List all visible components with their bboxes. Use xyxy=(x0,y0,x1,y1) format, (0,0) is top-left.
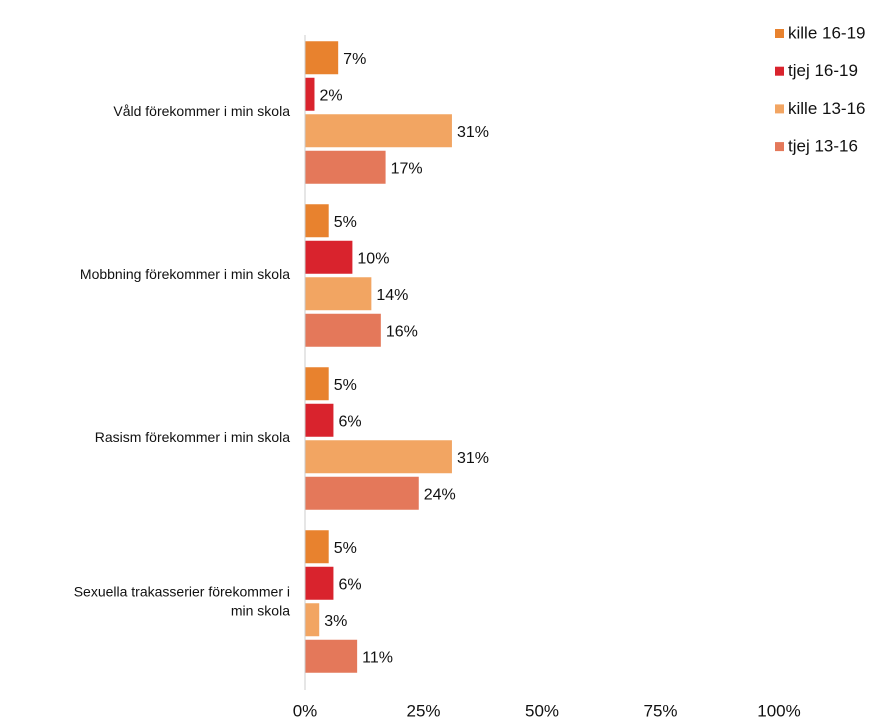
value-label: 31% xyxy=(457,124,489,141)
x-tick-label: 0% xyxy=(293,701,318,719)
value-label: 14% xyxy=(376,287,408,304)
value-label: 11% xyxy=(362,649,393,666)
bar xyxy=(305,277,372,311)
bar xyxy=(305,150,386,184)
bar xyxy=(305,313,381,347)
bar xyxy=(305,403,334,437)
bar xyxy=(305,476,419,510)
value-label: 17% xyxy=(391,160,423,177)
bar xyxy=(305,566,334,600)
value-label: 6% xyxy=(338,576,361,593)
bar xyxy=(305,440,452,474)
x-tick-label: 75% xyxy=(643,701,677,719)
legend-marker xyxy=(775,142,784,152)
bar xyxy=(305,603,320,637)
value-label: 3% xyxy=(324,613,347,630)
value-label: 16% xyxy=(386,323,418,340)
legend-marker xyxy=(775,66,784,76)
x-tick-label: 25% xyxy=(406,701,440,719)
bar xyxy=(305,41,339,75)
category-label: Våld förekommer i min skola xyxy=(113,103,290,119)
x-tick-label: 50% xyxy=(525,701,559,719)
category-label: Rasism förekommer i min skola xyxy=(95,429,290,445)
bar xyxy=(305,367,329,401)
legend-marker xyxy=(775,104,784,114)
value-label: 31% xyxy=(457,450,489,467)
value-label: 5% xyxy=(334,214,357,231)
category-label: Sexuella trakasserier förekommer i min sk… xyxy=(74,583,291,618)
value-label: 2% xyxy=(319,87,342,104)
value-label: 6% xyxy=(338,413,361,430)
bar xyxy=(305,204,329,238)
category-label: Mobbning förekommer i min skola xyxy=(80,266,290,282)
bar xyxy=(305,114,452,148)
bar xyxy=(305,240,353,274)
value-label: 5% xyxy=(334,540,357,557)
bar xyxy=(305,639,358,673)
legend-label: tjej 16-19 xyxy=(788,61,858,80)
value-label: 5% xyxy=(334,377,357,394)
bar xyxy=(305,530,329,564)
legend-label: kille 13-16 xyxy=(788,99,866,118)
bar xyxy=(305,77,315,111)
legend-label: kille 16-19 xyxy=(788,23,866,42)
legend-label: tjej 13-16 xyxy=(788,137,858,156)
value-label: 7% xyxy=(343,51,366,68)
legend-marker xyxy=(775,29,784,38)
x-tick-label: 100% xyxy=(757,701,800,719)
value-label: 24% xyxy=(424,486,456,503)
value-label: 10% xyxy=(357,250,389,267)
